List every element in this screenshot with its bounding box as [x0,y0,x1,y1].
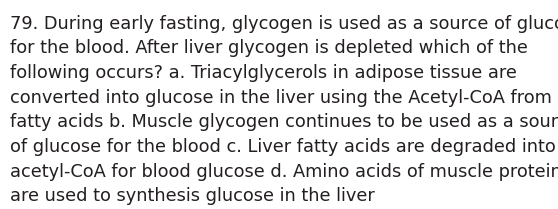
Text: for the blood. After liver glycogen is depleted which of the: for the blood. After liver glycogen is d… [10,39,528,57]
Text: following occurs? a. Triacylglycerols in adipose tissue are: following occurs? a. Triacylglycerols in… [10,64,517,82]
Text: of glucose for the blood c. Liver fatty acids are degraded into: of glucose for the blood c. Liver fatty … [10,138,556,156]
Text: converted into glucose in the liver using the Acetyl-CoA from: converted into glucose in the liver usin… [10,89,552,107]
Text: acetyl-CoA for blood glucose d. Amino acids of muscle proteins: acetyl-CoA for blood glucose d. Amino ac… [10,163,558,181]
Text: fatty acids b. Muscle glycogen continues to be used as a source: fatty acids b. Muscle glycogen continues… [10,113,558,131]
Text: 79. During early fasting, glycogen is used as a source of glucose: 79. During early fasting, glycogen is us… [10,15,558,33]
Text: are used to synthesis glucose in the liver: are used to synthesis glucose in the liv… [10,187,375,205]
